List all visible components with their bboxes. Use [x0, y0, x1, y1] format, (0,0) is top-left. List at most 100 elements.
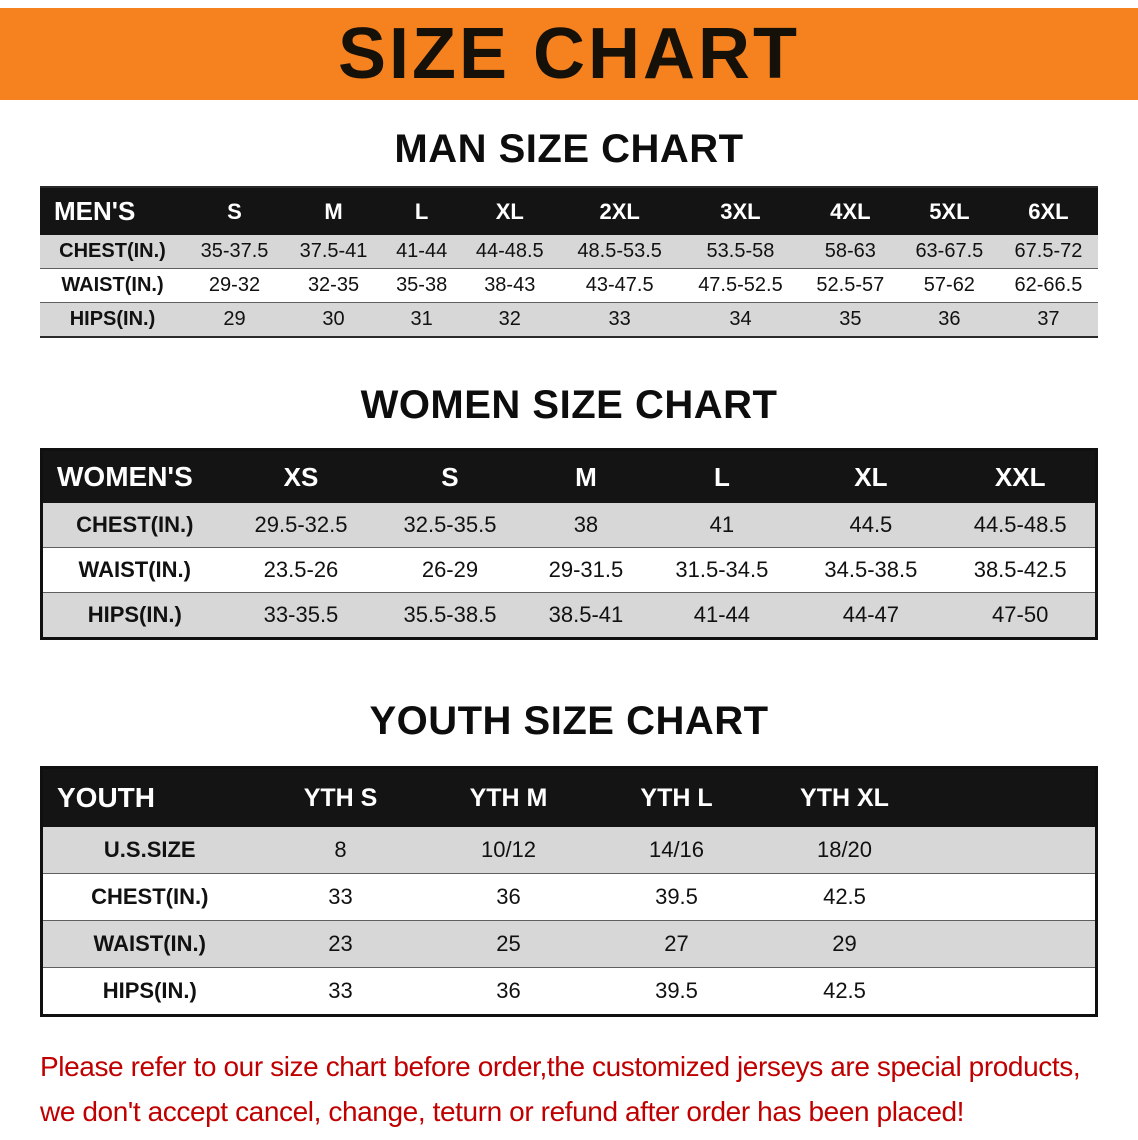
table-cell: 41-44 — [396, 240, 448, 262]
table-cell: 58-63 — [824, 240, 876, 262]
table-cell: 29-31.5 — [548, 557, 624, 582]
table-row: HIPS(IN.) 33-35.5 35.5-38.5 38.5-41 41-44 44-… — [41, 592, 1097, 639]
table-cell: 36 — [496, 978, 521, 1003]
row-label: WAIST(IN.) — [61, 274, 164, 296]
column-header: XXL — [945, 449, 1097, 503]
table-cell: 53.5-58 — [706, 240, 775, 262]
column-header: XL — [796, 449, 946, 503]
page-title: SIZE CHART — [338, 14, 800, 94]
row-label: WAIST(IN.) — [93, 931, 206, 956]
youth-size-table: YOUTH YTH S YTH M YTH L YTH XL U.S.SIZE 8 10/12… — [40, 766, 1098, 1017]
table-cell: 67.5-72 — [1014, 240, 1083, 262]
mens-size-table: MEN'S S M L XL 2XL 3XL 4XL 5XL 6XL CHEST(IN.) 35-37… — [40, 186, 1098, 338]
table-cell: 42.5 — [823, 884, 866, 909]
table-cell: 31 — [410, 308, 433, 330]
table-cell: 43-47.5 — [585, 274, 654, 296]
table-cell — [929, 874, 1097, 921]
table-cell: 44-48.5 — [475, 240, 544, 262]
row-label: U.S.SIZE — [103, 837, 196, 862]
table-cell: 38 — [573, 512, 599, 537]
table-cell: 37.5-41 — [299, 240, 368, 262]
table-cell: 47-50 — [992, 602, 1049, 627]
table-cell: 31.5-34.5 — [675, 557, 769, 582]
table-row: CHEST(IN.) 33 36 39.5 42.5 — [41, 873, 1097, 921]
column-header: L — [647, 449, 797, 503]
table-cell: 34.5-38.5 — [824, 557, 918, 582]
table-row: WAIST(IN.) 23.5-26 26-29 29-31.5 31.5-34.5 34… — [41, 547, 1097, 593]
column-header: XS — [226, 449, 376, 503]
table-cell: 36 — [496, 884, 521, 909]
table-cell: 41-44 — [693, 602, 751, 627]
table-title-cell: MEN'S — [40, 187, 185, 235]
table-cell: 37 — [1037, 308, 1060, 330]
table-cell: 39.5 — [655, 884, 698, 909]
table-cell: 32 — [498, 308, 521, 330]
table-cell: 57-62 — [923, 274, 975, 296]
table-cell: 35-37.5 — [200, 240, 269, 262]
column-header — [928, 767, 1097, 827]
table-title-cell: WOMEN'S — [41, 449, 227, 503]
header-row: MEN'S S M L XL 2XL 3XL 4XL 5XL 6XL — [40, 187, 1098, 235]
table-cell: 38.5-42.5 — [973, 557, 1067, 582]
table-cell: 52.5-57 — [816, 274, 885, 296]
table-cell: 44.5 — [849, 512, 893, 537]
women-size-table-wrap: WOMEN'S XS S M L XL XXL CHEST(IN.) 29.5-32.5 32.5… — [40, 448, 1098, 640]
table-cell: 32-35 — [307, 274, 360, 296]
womens-size-table: WOMEN'S XS S M L XL XXL CHEST(IN.) 29.5-32.5 32.5… — [40, 448, 1098, 640]
banner: SIZE CHART — [0, 8, 1138, 100]
table-cell: 29-32 — [208, 274, 261, 296]
youth-size-table-wrap: YOUTH YTH S YTH M YTH L YTH XL U.S.SIZE 8 10/12… — [40, 766, 1098, 1017]
footer-line-1: Please refer to our size chart before or… — [40, 1051, 1081, 1082]
column-header: 2XL — [559, 187, 681, 235]
table-cell: 38-43 — [484, 274, 536, 296]
table-cell: 23 — [328, 931, 353, 956]
table-row: U.S.SIZE 8 10/12 14/16 18/20 — [41, 827, 1097, 874]
table-cell: 29 — [223, 308, 246, 330]
table-cell: 42.5 — [823, 978, 866, 1003]
column-header: S — [185, 187, 285, 235]
row-label: CHEST(IN.) — [91, 884, 209, 909]
table-cell — [929, 827, 1097, 874]
table-row: CHEST(IN.) 35-37.5 37.5-41 41-44 44-48.5 48.5… — [40, 235, 1098, 269]
table-cell: 8 — [334, 837, 347, 862]
table-row: HIPS(IN.) 33 36 39.5 42.5 — [41, 967, 1097, 1016]
table-cell: 35.5-38.5 — [403, 602, 497, 627]
column-header: S — [375, 449, 525, 503]
table-cell: 29.5-32.5 — [254, 512, 348, 537]
table-row: WAIST(IN.) 29-32 32-35 35-38 38-43 43-47.5 47.… — [40, 268, 1098, 303]
column-header: 6XL — [998, 187, 1098, 235]
row-label: HIPS(IN.) — [87, 602, 182, 627]
women-section-heading: WOMEN SIZE CHART — [360, 383, 778, 427]
header-row: WOMEN'S XS S M L XL XXL — [41, 449, 1097, 503]
youth-section-heading: YOUTH SIZE CHART — [369, 699, 769, 743]
table-row: HIPS(IN.) 29 30 31 32 33 34 35 36 37 — [40, 302, 1098, 337]
size-chart-page: SIZE CHART MAN SIZE CHART MEN'S S M L XL 2XL 3… — [0, 8, 1138, 1135]
men-section-heading: MAN SIZE CHART — [394, 127, 744, 171]
table-cell: 34 — [729, 308, 752, 330]
table-cell: 41 — [709, 512, 735, 537]
table-cell: 10/12 — [480, 837, 537, 862]
table-cell: 35-38 — [396, 274, 448, 296]
row-label: CHEST(IN.) — [76, 512, 194, 537]
column-header: 4XL — [800, 187, 900, 235]
table-title-cell: YOUTH — [41, 767, 257, 827]
table-cell: 29 — [832, 931, 857, 956]
row-label: HIPS(IN.) — [69, 308, 156, 330]
table-cell: 36 — [938, 308, 961, 330]
youth-size-section: YOUTH SIZE CHART YOUTH YTH S YTH M YTH L YTH… — [0, 698, 1138, 1017]
table-cell: 39.5 — [655, 978, 698, 1003]
men-size-section: MAN SIZE CHART MEN'S S M L XL 2XL 3XL 4XL 5XL 6XL… — [0, 126, 1138, 338]
table-cell: 63-67.5 — [915, 240, 984, 262]
column-header: XL — [460, 187, 560, 235]
table-cell: 26-29 — [421, 557, 479, 582]
column-header: YTH S — [256, 767, 425, 827]
table-cell: 14/16 — [648, 837, 705, 862]
row-label: HIPS(IN.) — [102, 978, 197, 1003]
table-cell — [929, 968, 1097, 1016]
table-cell: 32.5-35.5 — [403, 512, 497, 537]
table-cell: 27 — [664, 931, 689, 956]
column-header: L — [383, 187, 461, 235]
table-cell: 44-47 — [842, 602, 900, 627]
footer-note: Please refer to our size chart before or… — [40, 1045, 1098, 1135]
table-cell: 18/20 — [816, 837, 873, 862]
